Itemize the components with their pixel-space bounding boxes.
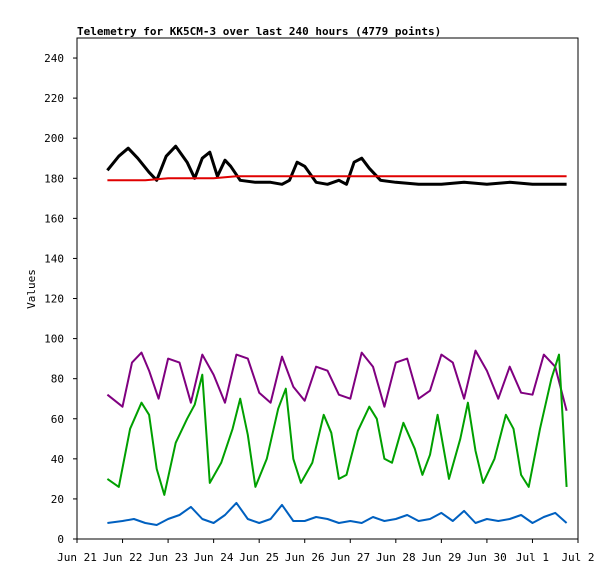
y-tick-label: 180 [44,172,64,185]
y-tick-label: 20 [51,493,64,506]
x-tick-label: Jun 27 [330,551,370,564]
y-tick-label: 0 [57,533,64,546]
y-axis: 0 20 40 60 80 100 120 140 160 180 200 220 240 [44,52,77,546]
series-line-1 [106,144,567,186]
x-axis: Jun 21 Jun 22 Jun 23 Jun 24 Jun 25 Jun 26 Jun … [57,539,595,564]
x-tick-label: Jul 1 [516,551,549,564]
y-tick-label: 100 [44,333,64,346]
chart-title: Telemetry for KK5CM-3 over last 240 hour… [77,25,441,38]
x-tick-label: Jun 28 [376,551,416,564]
y-tick-label: 140 [44,252,64,265]
x-tick-label: Jun 21 [57,551,97,564]
y-tick-label: 220 [44,92,64,105]
y-tick-label: 160 [44,212,64,225]
x-tick-label: Jun 24 [194,551,234,564]
y-tick-label: 60 [51,413,64,426]
x-tick-label: Jun 22 [103,551,143,564]
x-tick-label: Jun 26 [285,551,325,564]
x-tick-label: Jun 29 [421,551,461,564]
x-tick-label: Jun 30 [467,551,507,564]
series-line-5 [107,501,568,526]
y-tick-label: 80 [51,373,64,386]
y-tick-label: 120 [44,293,64,306]
y-tick-label: 40 [51,453,64,466]
plot-area [76,37,579,540]
x-tick-label: Jun 25 [239,551,279,564]
x-tick-label: Jul 2 [561,551,594,564]
x-tick-label: Jun 23 [148,551,188,564]
y-axis-label: Values [25,269,38,309]
series-group [106,144,568,526]
series-line-2 [107,175,567,182]
y-tick-label: 240 [44,52,64,65]
series-line-3 [106,349,568,411]
series-line-4 [106,353,568,496]
y-tick-label: 200 [44,132,64,145]
